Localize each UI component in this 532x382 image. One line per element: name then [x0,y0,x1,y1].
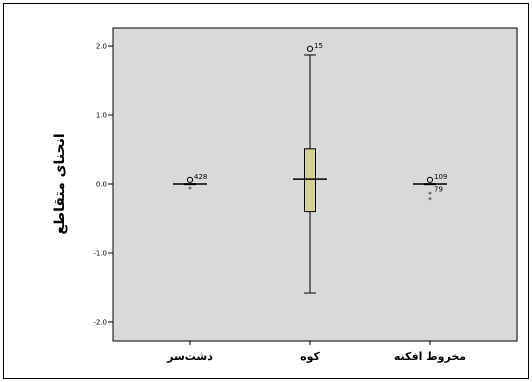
outlier-star: * [188,185,192,193]
outlier-star: * [428,190,432,198]
category-label: کوه [300,350,320,363]
outlier-circle [306,45,314,52]
box-group: 428* [173,173,207,193]
y-tick-label: -1.0 [93,250,107,258]
outlier-label: 428 [194,173,207,181]
outlier-label: 15 [314,42,323,50]
category-labels: دشت‌سر کوه مخروط افکنه [166,341,466,363]
category-label: مخروط افکنه [394,350,466,363]
outlier-star: * [428,196,432,204]
box-group: 15 [293,42,327,294]
y-tick-label: 0.0 [96,181,107,189]
y-axis-title: انحنای متقاطع [52,133,68,234]
outlier-label: 79 [434,185,443,193]
y-ticks: 2.0 1.0 0.0 -1.0 -2.0 [93,43,113,327]
y-tick-label: 2.0 [96,43,107,51]
outlier-circle [426,176,434,183]
y-tick-label: -2.0 [93,319,107,327]
box-group: 109 *79* [413,173,447,204]
y-tick-label: 1.0 [96,112,107,120]
category-label: دشت‌سر [166,350,213,363]
box [304,148,316,213]
outlier-circle [186,176,194,183]
outlier-label: 109 [434,173,447,181]
